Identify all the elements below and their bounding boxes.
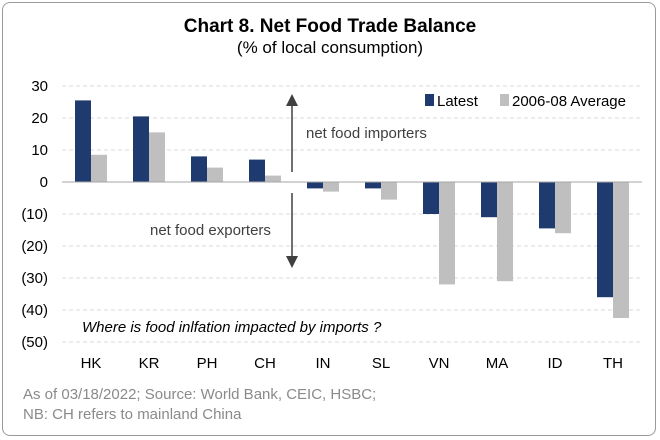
chart-subtitle: (% of local consumption) [236, 38, 424, 57]
y-tick-label: 30 [31, 78, 48, 95]
bar-latest-sl [365, 182, 381, 189]
legend-label: 2006-08 Average [512, 93, 626, 110]
bar-latest-vn [423, 182, 439, 214]
footer-source: As of 03/18/2022; Source: World Bank, CE… [23, 386, 377, 403]
bar-latest-hk [75, 100, 91, 182]
x-tick-label: VN [429, 355, 450, 372]
bar-average-th [613, 182, 629, 318]
y-tick-label: (20) [21, 238, 48, 255]
x-tick-label: IN [316, 355, 331, 372]
bar-average-hk [91, 154, 107, 182]
legend-swatch-average [500, 94, 509, 106]
x-tick-label: KR [139, 355, 160, 372]
labels: 30 20 10 0 (10) (20) (30) (40) (50) HK KR PH CH IN SL V… [21, 78, 623, 372]
footer-note: NB: CH refers to mainland China [23, 406, 242, 423]
x-tick-label: HK [81, 355, 102, 372]
y-tick-label: 0 [40, 174, 48, 191]
y-tick-label: (50) [21, 334, 48, 351]
bar-latest-ch [249, 159, 265, 182]
bar-latest-kr [133, 116, 149, 182]
legend: Latest 2006-08 Average [425, 93, 626, 110]
bars [75, 100, 629, 318]
y-tick-label: (30) [21, 270, 48, 287]
x-tick-label: SL [372, 355, 390, 372]
y-tick-label: (40) [21, 302, 48, 319]
bar-average-in [323, 182, 339, 192]
arrow-head-down-icon [286, 256, 298, 268]
arrow-head-up-icon [286, 94, 298, 106]
bar-latest-id [539, 182, 555, 229]
x-tick-label: ID [548, 355, 563, 372]
bar-latest-in [307, 182, 323, 189]
bar-average-sl [381, 182, 397, 200]
x-tick-label: PH [197, 355, 218, 372]
x-tick-label: TH [603, 355, 623, 372]
bar-average-ch [265, 175, 281, 182]
bar-latest-th [597, 182, 613, 298]
bar-average-id [555, 182, 571, 234]
annotation-importers: net food importers [306, 125, 427, 142]
x-tick-label: MA [486, 355, 509, 372]
chart-title: Chart 8. Net Food Trade Balance [183, 16, 477, 37]
y-tick-label: 10 [31, 142, 48, 159]
y-tick-label: 20 [31, 110, 48, 127]
bar-average-ph [207, 167, 223, 182]
bar-latest-ph [191, 156, 207, 182]
annotation-question: Where is food inlfation impacted by impo… [82, 319, 382, 336]
annotations: net food importers net food exporters Wher… [82, 94, 427, 336]
annotation-exporters: net food exporters [150, 222, 271, 239]
bar-average-vn [439, 182, 455, 285]
bar-average-kr [149, 132, 165, 182]
bar-average-ma [497, 182, 513, 282]
legend-swatch-latest [425, 94, 434, 106]
x-tick-label: CH [254, 355, 276, 372]
legend-label: Latest [437, 93, 479, 110]
bar-latest-ma [481, 182, 497, 218]
y-tick-label: (10) [21, 206, 48, 223]
